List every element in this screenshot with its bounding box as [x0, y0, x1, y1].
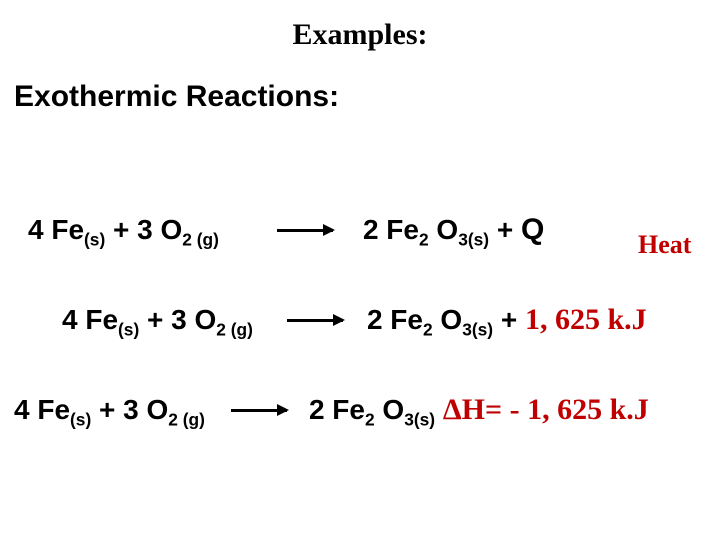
- eq1-heat-label: Heat: [638, 230, 691, 260]
- eq3-reactants: 4 Fe(s) + 3 O2 (g): [14, 394, 205, 426]
- page-title: Examples:: [0, 18, 720, 52]
- arrow-icon: [277, 229, 333, 232]
- eq1-products: 2 Fe2 O3(s) + Q: [363, 213, 544, 247]
- equation-3: 4 Fe(s) + 3 O2 (g) 2 Fe2 O3(s) ΔH= - 1, …: [14, 393, 649, 427]
- arrow-icon: [231, 409, 287, 412]
- eq2-energy-value: 1, 625 k.J: [525, 303, 647, 336]
- eq2-reactants: 4 Fe(s) + 3 O2 (g): [62, 304, 253, 336]
- eq3-delta-h: ΔH= - 1, 625 k.J: [443, 393, 649, 426]
- equation-1: 4 Fe(s) + 3 O2 (g) 2 Fe2 O3(s) + Q: [28, 213, 544, 247]
- arrow-icon: [287, 319, 343, 322]
- eq3-products: 2 Fe2 O3(s) ΔH= - 1, 625 k.J: [309, 393, 649, 427]
- section-subtitle: Exothermic Reactions:: [14, 80, 720, 114]
- equation-2: 4 Fe(s) + 3 O2 (g) 2 Fe2 O3(s) + 1, 625 …: [62, 303, 647, 337]
- eq2-products: 2 Fe2 O3(s) + 1, 625 k.J: [367, 303, 647, 337]
- eq1-reactants: 4 Fe(s) + 3 O2 (g): [28, 214, 219, 246]
